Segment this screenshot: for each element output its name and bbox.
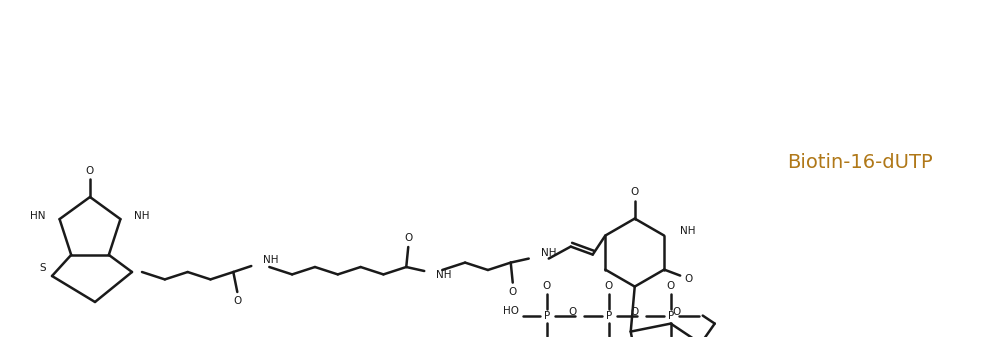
- Text: P: P: [606, 311, 612, 320]
- Text: NH: NH: [134, 211, 150, 221]
- Text: S: S: [40, 263, 46, 273]
- Text: O: O: [684, 274, 692, 283]
- Text: NH: NH: [541, 248, 556, 257]
- Text: NH: NH: [436, 270, 452, 280]
- Text: HN: HN: [30, 211, 46, 221]
- Text: P: P: [544, 311, 550, 320]
- Text: NH: NH: [680, 225, 696, 236]
- Text: O: O: [404, 233, 412, 243]
- Text: HO: HO: [503, 306, 519, 315]
- Text: O: O: [568, 307, 577, 316]
- Text: O: O: [630, 307, 639, 316]
- Text: O: O: [233, 296, 241, 306]
- Text: Biotin-16-dUTP: Biotin-16-dUTP: [787, 153, 933, 172]
- Text: O: O: [86, 166, 94, 176]
- Text: O: O: [605, 281, 613, 290]
- Text: NH: NH: [263, 255, 279, 265]
- Text: O: O: [543, 281, 551, 290]
- Text: O: O: [673, 307, 681, 316]
- Text: O: O: [509, 286, 517, 297]
- Text: O: O: [667, 281, 675, 290]
- Text: O: O: [631, 187, 639, 196]
- Text: P: P: [668, 311, 674, 320]
